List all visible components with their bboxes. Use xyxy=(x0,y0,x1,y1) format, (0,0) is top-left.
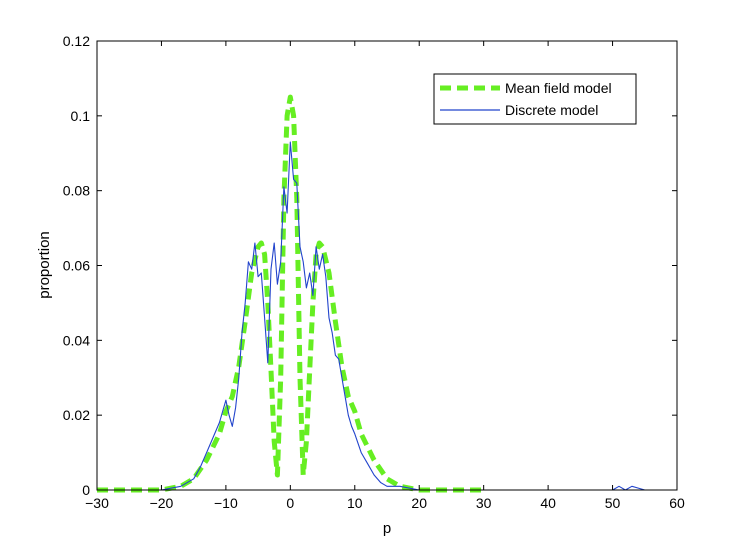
y-tick-label: 0.1 xyxy=(71,108,91,124)
x-tick-label: −10 xyxy=(214,495,238,511)
x-tick-label: 20 xyxy=(411,495,427,511)
legend-box xyxy=(433,73,637,125)
y-axis-label: proportion xyxy=(36,231,53,299)
legend-label-discrete: Discrete model xyxy=(505,102,598,118)
x-tick-label: 0 xyxy=(286,495,294,511)
x-tick-label: −20 xyxy=(150,495,174,511)
y-tick-label: 0.12 xyxy=(63,33,90,49)
legend-label-mean-field: Mean field model xyxy=(505,80,612,96)
x-tick-label: 10 xyxy=(347,495,363,511)
y-tick-label: 0 xyxy=(82,482,90,498)
x-axis-label: p xyxy=(383,520,391,537)
y-tick-label: 0.08 xyxy=(63,183,90,199)
x-tick-label: −30 xyxy=(85,495,109,511)
x-tick-label: 60 xyxy=(669,495,685,511)
series-line-mean-field xyxy=(97,94,484,493)
legend: Mean field model Discrete model xyxy=(433,73,637,125)
series-line-discrete xyxy=(97,141,677,491)
ticks-layer: −30 −20 −10 0 10 20 30 40 50 60 0 0.02 0.04 0.06 0.08 0… xyxy=(63,33,685,511)
x-tick-label: 50 xyxy=(605,495,621,511)
x-tick-label: 30 xyxy=(476,495,492,511)
y-tick-label: 0.06 xyxy=(63,258,90,274)
y-tick-label: 0.02 xyxy=(63,407,90,423)
series-layer xyxy=(97,94,677,493)
y-tick-label: 0.04 xyxy=(63,332,90,348)
x-tick-label: 40 xyxy=(540,495,556,511)
